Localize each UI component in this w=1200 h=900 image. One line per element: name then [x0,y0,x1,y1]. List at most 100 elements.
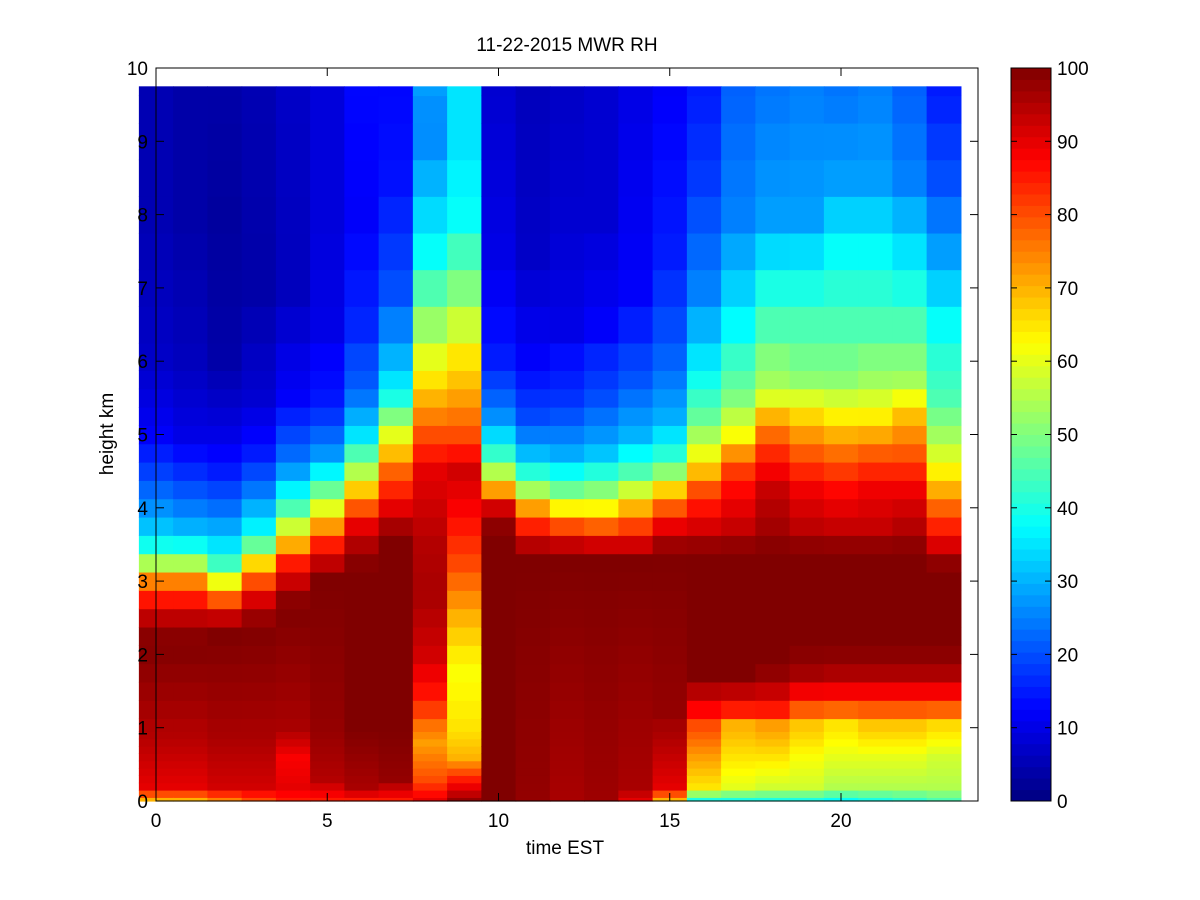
heatmap-cell [789,700,825,720]
heatmap-cell [549,590,585,610]
heatmap-cell [721,608,756,628]
heatmap-cell [173,86,208,97]
heatmap-cell [618,663,654,683]
heatmap-cell [789,480,825,500]
heatmap-cell [241,196,277,234]
heatmap-cell [275,480,311,500]
heatmap-cell [721,797,756,802]
colorbar-segment [1011,594,1051,607]
heatmap-cell [515,342,551,371]
heatmap-cell [549,480,585,500]
heatmap-cell [412,306,448,344]
colorbar-segment [1011,251,1051,264]
heatmap-cell [618,232,654,271]
heatmap-cell [481,342,517,371]
heatmap-cell [310,718,345,732]
heatmap-cell [481,571,517,591]
heatmap-cell [823,553,859,573]
heatmap-cell [241,461,277,481]
heatmap-cell [584,645,619,665]
heatmap-cell [789,746,825,754]
heatmap-cell [515,746,551,754]
heatmap-cell [686,480,722,500]
colorbar-tick-label: 40 [1057,499,1078,520]
heatmap-cell [549,760,585,769]
heatmap-cell [515,738,551,747]
heatmap-cell [721,681,756,701]
heatmap-cell [584,342,619,371]
heatmap-cell [481,516,517,536]
heatmap-cell [686,461,722,481]
heatmap-cell [686,790,722,798]
heatmap-cell [823,535,859,555]
heatmap-cell [823,645,859,665]
heatmap-cell [378,388,414,408]
heatmap-cell [755,738,791,747]
heatmap-cell [310,663,345,683]
heatmap-cell [686,159,722,197]
heatmap-cell [241,590,277,610]
heatmap-cell [755,782,791,791]
heatmap-cell [721,159,756,197]
colorbar-segment [1011,411,1051,424]
heatmap-cell [584,480,619,500]
heatmap-cell [310,232,345,271]
heatmap-cell [173,760,208,769]
heatmap-cell [789,553,825,573]
heatmap-cell [892,407,928,426]
heatmap-cell [207,232,243,271]
heatmap-cell [926,342,962,371]
heatmap-cell [755,590,791,610]
heatmap-cell [892,681,928,701]
heatmap-cell [721,425,756,445]
colorbar-segment [1011,480,1051,493]
heatmap-cell [241,407,277,426]
colorbar-segment [1011,457,1051,470]
heatmap-cell [926,760,962,769]
y-tick-label: 7 [137,279,148,300]
colorbar-segment [1011,262,1051,275]
heatmap-cell [858,797,893,802]
heatmap-cell [173,775,208,784]
heatmap-cell [584,461,619,481]
y-tick-label: 2 [137,645,148,666]
heatmap-cell [926,731,962,740]
heatmap-cell [858,159,893,197]
heatmap-cell [447,738,482,747]
heatmap-cell [447,196,482,234]
heatmap-cell [892,122,928,161]
heatmap-cell [549,731,585,740]
heatmap-cell [378,746,414,754]
heatmap-cell [447,790,482,798]
heatmap-cell [892,731,928,740]
heatmap-cell [275,159,311,197]
heatmap-cell [310,535,345,555]
heatmap-cell [823,196,859,234]
heatmap-cell [412,370,448,390]
heatmap-cell [926,306,962,344]
heatmap-cell [481,768,517,776]
heatmap-cell [686,797,722,802]
heatmap-cell [721,782,756,791]
heatmap-cell [549,775,585,784]
heatmap-cell [686,122,722,161]
x-tick-label: 0 [151,811,162,832]
heatmap-cell [618,95,654,124]
heatmap-cell [686,498,722,518]
heatmap-cell [892,86,928,97]
heatmap-cell [618,797,654,802]
heatmap-cell [823,782,859,791]
heatmap-cell [310,626,345,646]
heatmap-cell [618,269,654,307]
heatmap-cell [173,342,208,371]
heatmap-cell [207,700,243,720]
heatmap-cell [412,738,448,747]
heatmap-cell [789,663,825,683]
heatmap-cell [412,425,448,445]
heatmap-cell [378,775,414,784]
heatmap-cell [447,86,482,97]
heatmap-cell [481,232,517,271]
heatmap-cell [584,269,619,307]
heatmap-cell [686,718,722,732]
heatmap-cell [481,498,517,518]
